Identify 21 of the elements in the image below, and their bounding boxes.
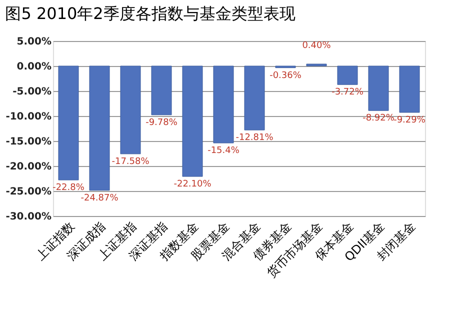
data-label: -22.8% [52,183,85,193]
data-label: -12.81% [236,133,274,144]
y-tick-label: 5.00% [16,36,52,48]
data-label: -15.4% [208,146,240,156]
data-label: -24.87% [80,193,119,204]
data-label: -17.58% [112,156,150,167]
data-label: -8.92% [362,114,395,124]
data-label: -9.29% [394,115,426,126]
y-tick-label: -15.00% [6,136,52,148]
data-label: -9.78% [146,118,178,128]
y-tick-label: -10.00% [6,112,52,122]
chart-title: 图5 2010年2季度各指数与基金类型表现 [5,4,296,23]
data-label: -3.72% [332,88,364,98]
y-tick-label: 0.00% [16,62,52,72]
y-tick-label: -5.00% [12,86,52,98]
y-tick-label: -20.00% [6,162,52,172]
data-label: 0.40% [302,41,332,51]
y-tick-label: -30.00% [6,212,52,222]
y-tick-label: -25.00% [6,186,52,198]
data-label: -0.36% [270,70,302,81]
data-label: -22.10% [174,180,212,190]
